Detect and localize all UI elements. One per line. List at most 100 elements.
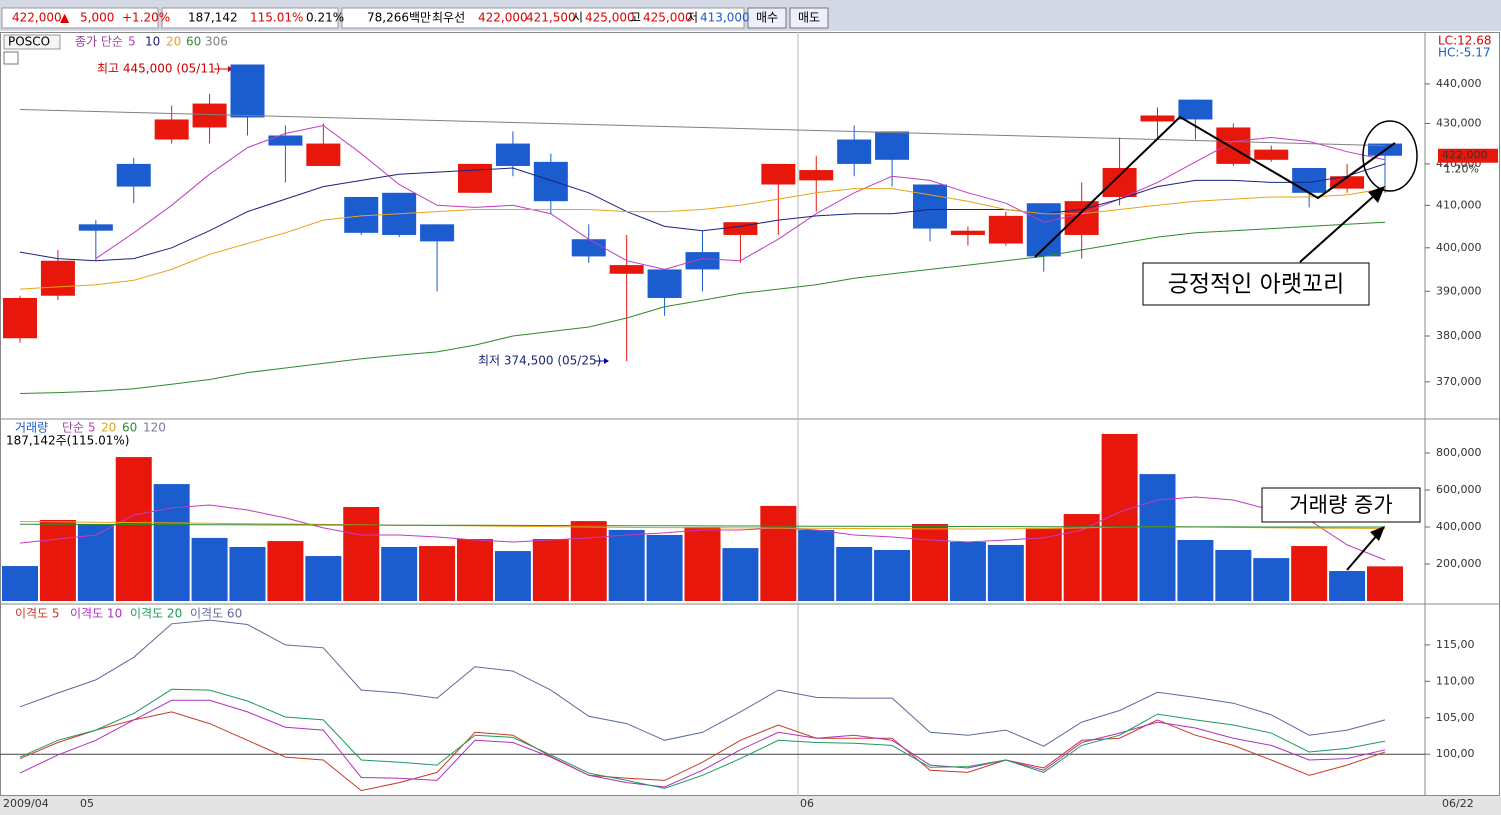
- volume-bar: [760, 505, 797, 601]
- disparity-line: [19, 699, 1386, 788]
- amount: 78,266백만: [367, 11, 431, 25]
- volume-bar: [1177, 539, 1214, 601]
- change: 5,000: [80, 11, 114, 25]
- highlight-circle: [1362, 120, 1418, 192]
- legend-entry: 10: [145, 35, 160, 49]
- volume-bar: [77, 524, 114, 601]
- callout-text: 긍정적인 아랫꼬리: [1168, 272, 1345, 298]
- volume-bar: [381, 546, 418, 601]
- table-icon[interactable]: [3, 51, 19, 65]
- candle-body: [40, 260, 75, 296]
- volume-bar: [2, 566, 38, 601]
- candle-body: [420, 224, 455, 242]
- volume-bar: [912, 524, 948, 601]
- legend-entry: 20: [101, 421, 116, 435]
- candle-body: [647, 269, 682, 298]
- y-tick-label: 200,000: [1436, 557, 1482, 570]
- last-change-label: 1.20%: [1444, 163, 1479, 176]
- legend-entry: 20: [166, 35, 181, 49]
- volume-bar: [457, 539, 493, 601]
- y-tick-label: 400,000: [1436, 241, 1482, 254]
- high-annotation: 최고 445,000 (05/11): [97, 62, 220, 76]
- volume-bar: [1329, 571, 1366, 601]
- annotation-arrowhead: [604, 358, 609, 364]
- candle-body: [533, 161, 568, 202]
- legend-entry: 이격도 20: [130, 607, 182, 621]
- volume-bar: [798, 529, 835, 601]
- best-label: 최우선: [432, 11, 465, 25]
- volume-bar: [1215, 549, 1252, 601]
- volume-bar: [494, 551, 531, 601]
- candle-body: [268, 135, 303, 146]
- frame: [0, 32, 1500, 796]
- best-ask: 422,000: [478, 11, 528, 25]
- change-pct: +1.20%: [122, 11, 170, 25]
- sell-label[interactable]: 매도: [798, 11, 820, 25]
- open: 425,000: [585, 11, 635, 25]
- low-label: 저: [687, 11, 698, 25]
- candle-body: [685, 252, 720, 270]
- y-tick-label: 440,000: [1436, 77, 1482, 90]
- open-label: 시: [572, 11, 583, 25]
- volume-bar: [191, 537, 228, 601]
- quote-box: [341, 7, 745, 29]
- candle-body: [609, 265, 644, 274]
- symbol-box: [3, 34, 61, 50]
- candle-body: [78, 224, 113, 231]
- volume-bar: [153, 484, 190, 601]
- legend-entry: 이격도 10: [70, 607, 122, 621]
- volume-bar: [1253, 558, 1290, 601]
- marks: 370,000380,000390,000400,000410,000420,0…: [0, 35, 1482, 810]
- candle-body: [875, 131, 910, 160]
- volume-bar: [684, 527, 721, 601]
- volume-bar: [1367, 566, 1403, 601]
- candle-body: [761, 163, 796, 185]
- candle-body: [1330, 176, 1365, 189]
- y-tick-label: 105,00: [1436, 711, 1475, 724]
- y-tick-label: 400,000: [1436, 520, 1482, 533]
- disparity-line: [19, 688, 1386, 789]
- volume-bar: [949, 541, 986, 601]
- candle-body: [192, 103, 227, 128]
- volume-bar: [1291, 546, 1328, 601]
- legend-entry: 60: [122, 421, 137, 435]
- legend-entry: 이격도 5: [15, 607, 60, 621]
- volume-ratio: 115.01%: [250, 11, 303, 25]
- candle-body: [799, 170, 834, 181]
- volume-value-label: 187,142주(115.01%): [6, 434, 129, 448]
- candle-body: [1178, 99, 1213, 120]
- indicator: HC:-5.17: [1438, 46, 1491, 60]
- ma-line: [19, 188, 1386, 290]
- price: 422,000: [12, 11, 62, 25]
- ma-line: [19, 221, 1386, 394]
- callout-box: [1261, 487, 1421, 523]
- buy-label[interactable]: 매수: [756, 11, 778, 25]
- low: 413,000: [700, 11, 750, 25]
- x-tick-label: 06/22: [1442, 797, 1474, 810]
- volume-bar: [646, 534, 683, 601]
- callout-box: [1142, 262, 1370, 306]
- candle-body: [306, 143, 341, 166]
- buy-button[interactable]: [747, 7, 787, 29]
- y-tick-label: 100,00: [1436, 747, 1475, 760]
- legend-entry: 이격도 60: [190, 607, 242, 621]
- volume-bar: [1025, 527, 1062, 601]
- price-box: [1, 7, 159, 29]
- x-tick-label: 2009/04: [3, 797, 49, 810]
- candle-body: [1216, 127, 1251, 164]
- volume-bar: [570, 521, 607, 601]
- low-annotation: 최저 374,500 (05/25): [478, 354, 601, 368]
- volume-bar: [874, 549, 911, 601]
- ma-line: [19, 163, 1386, 262]
- volume-bar: [836, 546, 873, 601]
- candle-body: [3, 297, 37, 339]
- indicator: LC:12.68: [1438, 34, 1491, 48]
- trend-sketch: [1034, 115, 1396, 258]
- candle-body: [837, 139, 872, 164]
- volume: 187,142: [188, 11, 238, 25]
- symbol: POSCO: [8, 35, 50, 49]
- volume-bar: [722, 548, 759, 601]
- volume-bar: [1139, 474, 1176, 601]
- candle-body: [1254, 149, 1289, 160]
- sell-button[interactable]: [789, 7, 829, 29]
